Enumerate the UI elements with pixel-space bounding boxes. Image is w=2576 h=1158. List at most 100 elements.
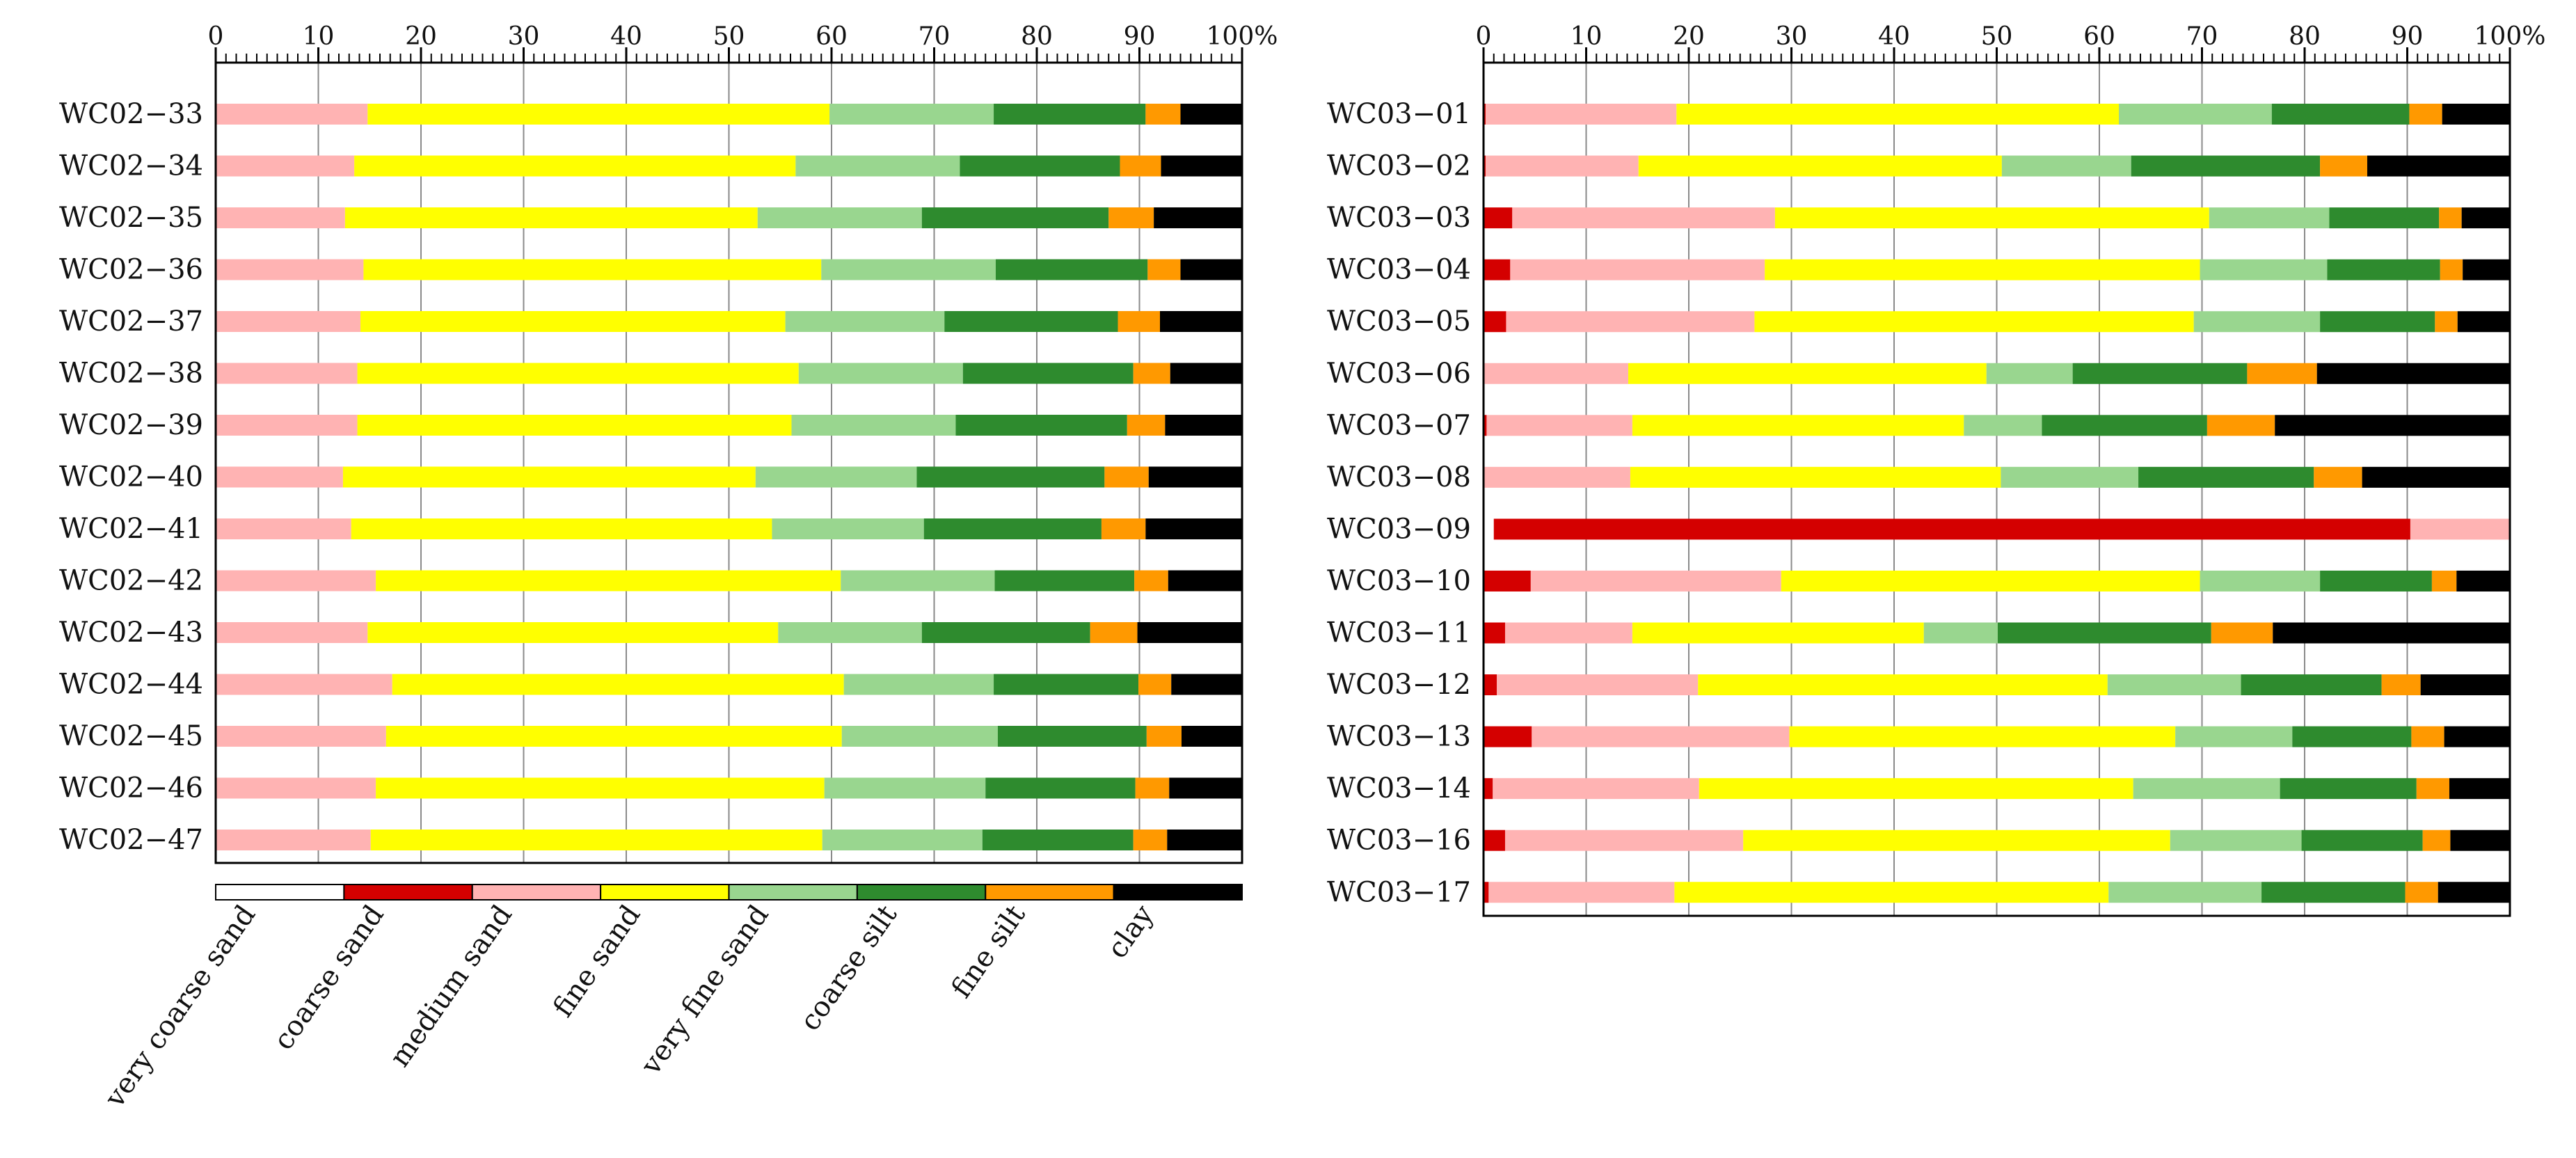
chart-2-bar-very-fine-sand [2001,466,2139,488]
chart-1-row-label: WC02−40 [59,461,203,493]
chart-1-bar-coarse-silt [985,777,1136,799]
chart-1-bar-fine-silt [1147,259,1181,280]
chart-2-bar-fine-silt [2431,570,2457,592]
chart-2-bar-very-fine-sand [2108,882,2262,903]
chart-1-bar-coarse-silt [996,259,1148,280]
chart-2-bar-very-fine-sand [2001,155,2131,177]
chart-2-bar-fine-sand [1789,726,2176,747]
chart-1-bar-fine-sand [367,104,830,125]
chart-1-bar-very-fine-sand [757,207,922,228]
chart-2-row-label: WC03−12 [1327,669,1471,701]
chart-1-row-label: WC02−36 [59,254,203,286]
chart-2-bar-coarse-sand [1493,518,2410,540]
chart-1-bar-coarse-silt [960,155,1120,177]
chart-1-bar-coarse-silt [916,466,1105,488]
chart-1-bar-clay [1168,570,1242,592]
chart-1-bar-medium-sand [216,415,358,436]
chart-2-bar-coarse-silt [1997,622,2211,644]
chart-1-tick-label: 40 [610,22,642,51]
chart-1-tick-label: 30 [508,22,540,51]
chart-2-bar-medium-sand [1484,466,1630,488]
chart-2-bar-fine-sand [1628,363,1987,384]
chart-2-bar-fine-silt [2405,882,2438,903]
chart-1-bar-medium-sand [216,155,355,177]
chart-2-bar-clay [2456,570,2510,592]
chart-2-bar-medium-sand [1506,311,1755,333]
chart-1-bar-clay [1180,259,1242,280]
chart-1-bar-medium-sand [216,518,351,539]
chart-1-bar-clay [1170,363,1242,384]
chart-1-bar-fine-silt [1127,415,1166,436]
chart-1-bar-fine-silt [1133,363,1170,384]
chart-1-bar-fine-silt [1138,674,1172,695]
chart-1-bar-medium-sand [216,259,364,280]
chart-1-bar-medium-sand [216,570,376,592]
chart-1-bar-fine-silt [1090,622,1138,643]
chart-2-bar-fine-sand [1630,466,2001,488]
chart-2-bar-medium-sand [1486,415,1632,436]
chart-2-bar-coarse-silt [2072,363,2248,384]
chart-1-bar-clay [1165,415,1242,436]
legend-label-medium-sand: medium sand [383,899,518,1072]
chart-2-bar-fine-sand [1638,155,2002,177]
chart-2-bar-coarse-silt [2261,882,2406,903]
chart-2-bar-very-fine-sand [2119,104,2272,125]
chart-1-bar-fine-silt [1104,466,1149,488]
chart-2-bar-fine-sand [1754,311,2194,333]
chart-2-tick-label: 90 [2392,22,2424,51]
chart-1-row-label: WC02−34 [59,150,203,182]
chart-1-bar-clay [1169,777,1242,799]
chart-2-bar-very-fine-sand [2209,207,2330,229]
chart-1-row-label: WC02−33 [59,98,203,130]
chart-2-row-label: WC03−17 [1327,876,1471,908]
chart-1-bar-fine-sand [344,207,758,228]
chart-1-bar-coarse-silt [955,415,1127,436]
chart-2-bar-clay [2463,259,2510,280]
chart-2-bar-very-fine-sand [1964,415,2042,436]
chart-1-bar-coarse-silt [921,207,1109,228]
chart-1-tick-label: 100% [1207,22,1278,51]
chart-1-bar-medium-sand [216,726,386,747]
chart-2-bar-fine-silt [2314,466,2362,488]
chart-1-bar-very-fine-sand [772,518,924,539]
chart-2-bar-coarse-sand [1484,882,1489,903]
chart-1-bar-medium-sand [216,674,392,695]
chart-2-bar-coarse-silt [2042,415,2207,436]
chart-1-bar-medium-sand [216,311,360,332]
chart-1-bar-clay [1171,674,1242,695]
chart-1-bar-very-fine-sand [841,726,998,747]
chart-2-bar-clay [2444,726,2510,747]
chart-2-bar-medium-sand [2410,518,2510,540]
chart-2-bar-very-fine-sand [1986,363,2073,384]
chart-1-tick-label: 10 [303,22,335,51]
chart-2-bar-medium-sand [1512,207,1775,229]
chart-2-bar-very-fine-sand [2200,570,2321,592]
chart-2-bar-very-fine-sand [2133,778,2280,800]
chart-2-tick-label: 70 [2186,22,2218,51]
chart-2-bar-coarse-silt [2138,466,2314,488]
legend-label-coarse-silt: coarse silt [794,899,903,1036]
chart-2-bar-medium-sand [1497,674,1699,696]
chart-1-row-label: WC02−47 [59,824,203,856]
chart-2-bar-coarse-sand [1484,415,1487,436]
chart-2-bar-clay [2316,363,2510,384]
chart-2-bar-fine-sand [1698,674,2108,696]
chart-1-row-label: WC02−46 [59,772,203,804]
chart-2-bar-coarse-sand [1484,259,1511,280]
chart-1-bar-fine-sand [351,518,772,539]
chart-2-bar-fine-silt [2409,104,2442,125]
chart-1-bar-coarse-silt [962,363,1134,384]
chart-1-bar-fine-sand [357,415,792,436]
chart-2-row-label: WC03−07 [1327,409,1471,441]
chart-2-bar-coarse-sand [1484,311,1506,333]
chart-1-bar-fine-sand [367,622,779,643]
chart-1-bar-clay [1145,518,1242,539]
chart-1-tick-label: 60 [816,22,848,51]
chart-2-tick-label: 30 [1776,22,1808,51]
chart-1-tick-label: 80 [1021,22,1053,51]
chart-2-bar-fine-silt [2435,311,2458,333]
chart-1-bar-very-fine-sand [778,622,922,643]
chart-2-row-label: WC03−04 [1327,254,1471,286]
chart-1-row-label: WC02−43 [59,617,203,649]
